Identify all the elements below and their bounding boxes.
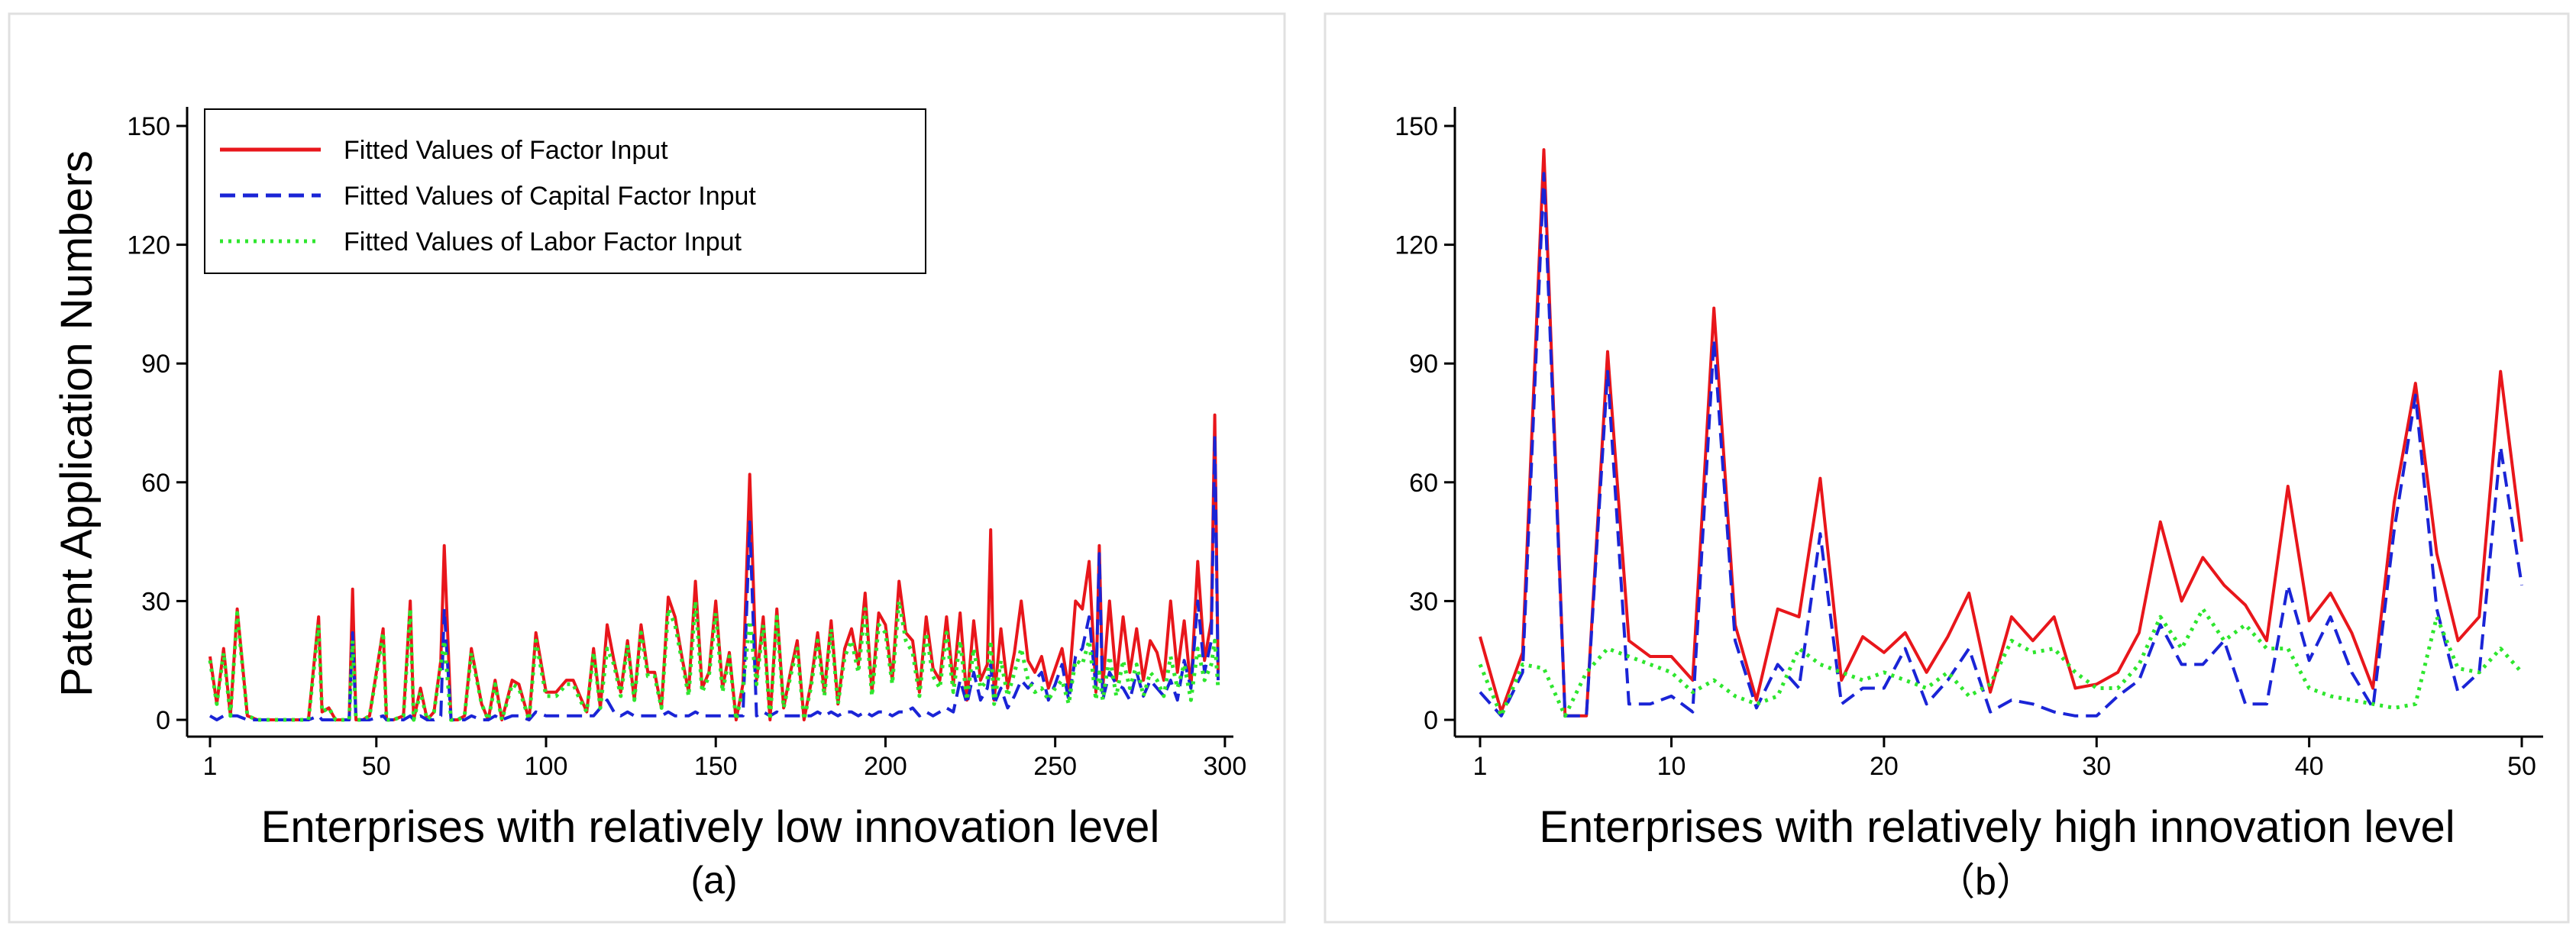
panel-b-x-tick-label-30: 30 — [2082, 752, 2111, 781]
panel-b-series-labor-line — [1478, 607, 2523, 718]
panel-a-x-tick-label-150: 150 — [694, 752, 738, 781]
panel-a-x-tick-label-50: 50 — [362, 752, 391, 781]
panel-b-y-tick-label-90: 90 — [1409, 350, 1438, 379]
panel-b-y-tick-label-60: 60 — [1409, 469, 1438, 498]
panel-b-x-axis-title: Enterprises with relatively high innovat… — [1539, 802, 2455, 852]
panel-a-x-tick-label-200: 200 — [864, 752, 907, 781]
panel-a-x-tick-label-100: 100 — [525, 752, 568, 781]
panel-a-y-tick-label-90: 90 — [141, 350, 170, 379]
panel-b-y-tick-label-150: 150 — [1395, 112, 1438, 141]
panel-b-frame — [1324, 12, 2570, 924]
panel-b-series-capital-line — [1479, 172, 2523, 718]
legend-label-capital: Fitted Values of Capital Factor Input — [344, 182, 756, 211]
panel-b-x-tick-label-10: 10 — [1657, 752, 1686, 781]
panel-b-series-factor-line — [1479, 148, 2523, 718]
panel-b-y-tick-label-0: 0 — [1424, 706, 1438, 735]
panel-b-x-tick-label-50: 50 — [2507, 752, 2536, 781]
panel-a-label: (a) — [690, 859, 737, 902]
chart-panel-b: 0 30 60 90 120 150 1 10 20 30 40 50 Enterprises wi… — [1324, 12, 2570, 924]
legend: Fitted Values of Factor Input Fitted Val… — [204, 108, 926, 274]
panel-a-y-tick-label-120: 120 — [127, 231, 170, 260]
panel-b-x-tick-label-20: 20 — [1870, 752, 1899, 781]
panel-a-y-tick-label-0: 0 — [156, 706, 170, 735]
panel-a-x-axis-title: Enterprises with relatively low innovati… — [261, 802, 1160, 852]
legend-box — [204, 108, 926, 274]
legend-label-labor: Fitted Values of Labor Factor Input — [344, 227, 742, 256]
panel-a-y-tick-label-150: 150 — [127, 112, 170, 141]
panel-a-x-tick-label-1: 1 — [203, 752, 218, 781]
panel-a-series-factor-line — [208, 413, 1220, 721]
panel-a-x-tick-label-300: 300 — [1204, 752, 1247, 781]
legend-label-factor: Fitted Values of Factor Input — [344, 136, 668, 165]
panel-a-y-axis-title: Patent Application Numbers — [52, 150, 102, 697]
panel-a-series-capital-line — [208, 433, 1220, 721]
panel-b-y-tick-label-120: 120 — [1395, 231, 1438, 260]
panel-b-y-tick-label-30: 30 — [1409, 587, 1438, 616]
panel-b-label: （b） — [1937, 860, 2035, 903]
panel-a-x-tick-label-250: 250 — [1033, 752, 1077, 781]
panel-b-x-tick-label-40: 40 — [2295, 752, 2324, 781]
panel-b-x-tick-label-1: 1 — [1473, 752, 1488, 781]
panel-a-y-tick-label-60: 60 — [141, 469, 170, 498]
panel-a-y-tick-label-30: 30 — [141, 587, 170, 616]
